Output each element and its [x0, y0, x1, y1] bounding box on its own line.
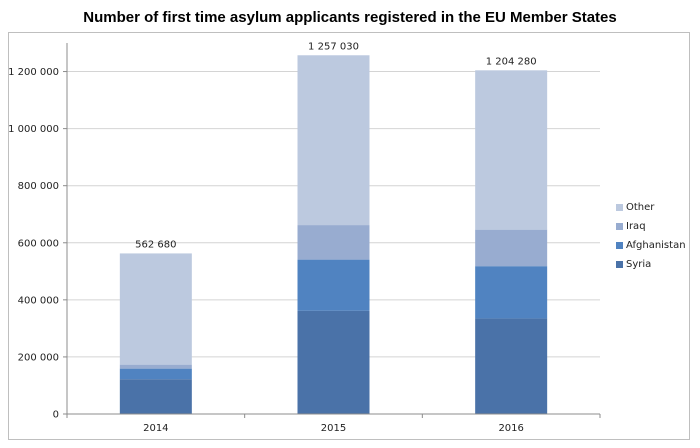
labels: 0 200 000 400 000 600 000 800 000 1 000 000 1 …: [8, 41, 537, 434]
y-tick-label: 600 000: [18, 238, 59, 249]
bar-total-label: 1 257 030: [308, 41, 359, 52]
bar-segment-afghanistan: [297, 259, 370, 311]
bar-total-label: 1 204 280: [486, 56, 537, 67]
chart-title: Number of first time asylum applicants r…: [83, 9, 617, 26]
bar-segment-iraq: [119, 364, 192, 369]
bar-segment-afghanistan: [119, 368, 192, 380]
y-tick-label: 400 000: [18, 295, 59, 306]
y-tick-label: 1 200 000: [8, 67, 59, 78]
bars: [119, 55, 548, 414]
axes: [63, 43, 601, 418]
bar-segment-other: [119, 253, 192, 365]
y-tick-label: 1 000 000: [8, 124, 59, 135]
legend-label: Other: [626, 202, 655, 213]
legend-label: Syria: [626, 259, 652, 270]
x-tick-label: 2016: [498, 423, 523, 434]
bar-total-label: 562 680: [135, 239, 176, 250]
bar-segment-syria: [119, 379, 192, 414]
legend-swatch: [616, 204, 623, 211]
legend-swatch: [616, 242, 623, 249]
x-tick-label: 2015: [321, 423, 346, 434]
y-tick-label: 800 000: [18, 181, 59, 192]
legend-label: Afghanistan: [626, 240, 686, 251]
bar-segment-iraq: [475, 229, 548, 267]
legend-swatch: [616, 261, 623, 268]
bar-segment-other: [475, 70, 548, 230]
x-tick-label: 2014: [143, 423, 168, 434]
chart-frame: [8, 32, 690, 440]
bar-segment-iraq: [297, 225, 370, 260]
y-tick-label: 200 000: [18, 352, 59, 363]
bar-segment-syria: [475, 318, 548, 414]
legend-swatch: [616, 223, 623, 230]
bar-segment-syria: [297, 310, 370, 414]
bar-segment-other: [297, 55, 370, 226]
bar-segment-afghanistan: [475, 266, 548, 319]
y-tick-label: 0: [53, 410, 59, 421]
legend-label: Iraq: [626, 221, 646, 232]
